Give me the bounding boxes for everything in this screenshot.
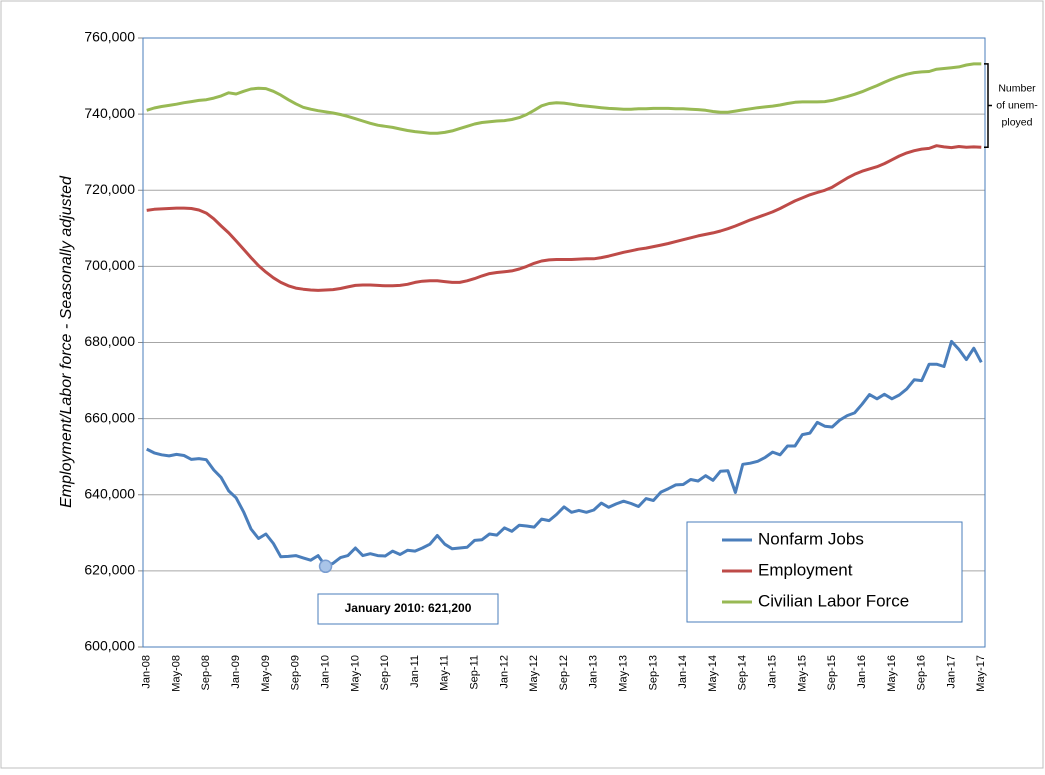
- x-tick-label: Sep-09: [290, 655, 302, 690]
- y-tick-label: 720,000: [84, 181, 135, 197]
- x-tick-label: May-15: [796, 655, 808, 692]
- x-tick-label: Sep-16: [916, 655, 928, 690]
- x-tick-label: Jan-09: [230, 655, 242, 689]
- x-tick-label: Sep-10: [379, 655, 391, 690]
- line-series: [146, 144, 982, 292]
- x-tick-label: Sep-13: [647, 655, 659, 690]
- annotation-box: [317, 593, 499, 625]
- x-tick-label: May-11: [439, 655, 451, 691]
- y-tick-label: 760,000: [84, 29, 135, 45]
- bracket-label: of unem-: [996, 99, 1038, 111]
- x-tick-label: May-12: [528, 655, 540, 692]
- legend-label: Nonfarm Jobs: [758, 529, 864, 548]
- x-tick-label: Jan-15: [767, 655, 779, 689]
- legend-label: Civilian Labor Force: [758, 591, 909, 610]
- x-tick-label: May-10: [349, 655, 361, 692]
- bracket-label: Number: [998, 82, 1036, 94]
- bracket: [984, 63, 992, 148]
- x-tick-label: Sep-15: [826, 655, 838, 690]
- legend-label: Employment: [758, 560, 853, 579]
- y-tick-label: 600,000: [84, 638, 135, 654]
- annotation: January 2010: 621,200: [345, 601, 472, 615]
- y-tick-label: 740,000: [84, 105, 135, 121]
- x-tick-label: Sep-08: [200, 655, 212, 690]
- y-tick-label: 640,000: [84, 485, 135, 501]
- x-tick-label: Jan-13: [588, 655, 600, 689]
- x-tick-label: Jan-17: [945, 655, 957, 689]
- x-tick-label: Jan-11: [409, 655, 421, 688]
- x-tick-label: May-17: [975, 655, 987, 692]
- x-tick-label: Jan-10: [319, 655, 331, 689]
- x-tick-label: May-08: [170, 655, 182, 692]
- x-tick-label: Jan-08: [141, 655, 153, 689]
- x-tick-label: Sep-12: [558, 655, 570, 690]
- x-tick-label: Jan-16: [856, 655, 868, 689]
- x-tick-label: Sep-11: [468, 655, 480, 690]
- x-tick-label: Jan-14: [677, 655, 689, 689]
- x-tick-label: Jan-12: [498, 655, 510, 689]
- y-tick-label: 660,000: [84, 409, 135, 425]
- line-series: [146, 339, 983, 568]
- line-series: [146, 62, 982, 135]
- y-tick-label: 620,000: [84, 562, 135, 578]
- x-tick-label: May-16: [886, 655, 898, 692]
- x-tick-label: Sep-14: [737, 655, 749, 690]
- x-tick-label: May-14: [707, 655, 719, 692]
- y-axis-title: Employment/Labor force - Seasonally adju…: [58, 175, 75, 508]
- x-tick-label: May-09: [260, 655, 272, 692]
- bracket-label: ployed: [1002, 116, 1033, 128]
- x-tick-label: May-13: [618, 655, 630, 692]
- highlight-point: [318, 559, 333, 574]
- y-tick-label: 680,000: [84, 333, 135, 349]
- y-tick-label: 700,000: [84, 257, 135, 273]
- plot-frame: [142, 37, 986, 648]
